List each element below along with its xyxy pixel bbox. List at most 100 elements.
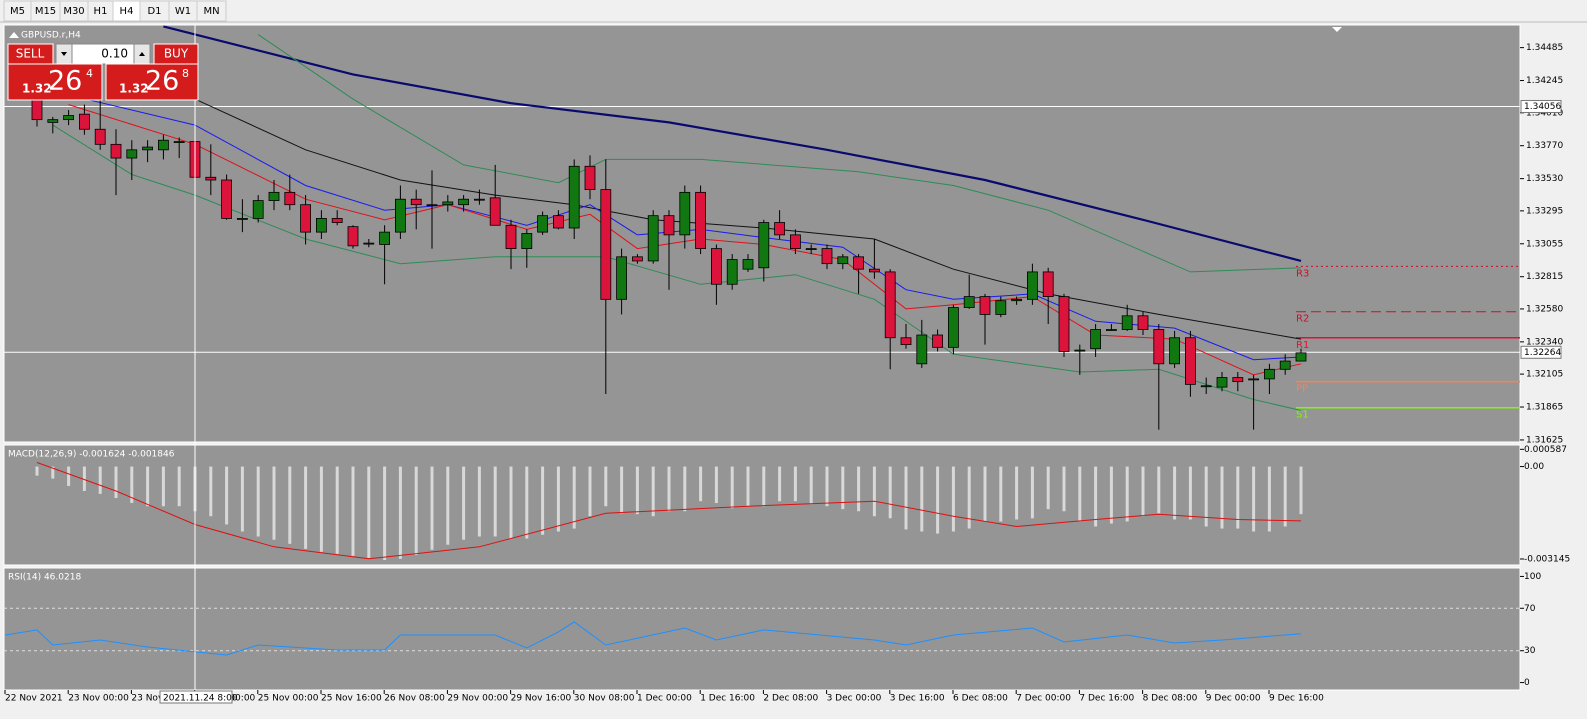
x-tick-label: 25 Nov 16:00 <box>321 694 382 704</box>
macd-bar <box>572 466 576 529</box>
macd-bar <box>872 466 876 517</box>
macd-bar <box>1078 466 1082 522</box>
candle-body <box>315 218 327 233</box>
pivot-label: S1 <box>1296 410 1309 421</box>
y-tick-label: 1.34485 <box>1526 43 1563 53</box>
pivot-label: R2 <box>1296 314 1309 325</box>
macd-bar <box>446 466 450 545</box>
candle-body <box>869 268 880 273</box>
macd-bar <box>1046 466 1050 510</box>
candle-body <box>331 218 343 223</box>
y-tick-label: 30 <box>1524 646 1536 656</box>
buy-price-big: 1.32 <box>119 82 149 96</box>
macd-bar <box>304 466 308 549</box>
x-tick-label: 1 Dec 16:00 <box>700 694 755 704</box>
x-tick-label: 26 Nov 08:00 <box>384 694 445 704</box>
macd-bar <box>635 466 639 515</box>
macd-bar <box>604 466 608 507</box>
macd-signal <box>36 462 1302 560</box>
y-tick-label: 1.31625 <box>1526 435 1563 445</box>
macd-bar <box>541 466 545 535</box>
candle-body <box>774 222 785 236</box>
macd-bar <box>272 466 276 540</box>
macd-bar <box>146 466 150 507</box>
y-tick-label: 0.000587 <box>1524 445 1567 455</box>
macd-bar <box>1220 466 1224 529</box>
candle-body <box>489 197 501 226</box>
macd-bar <box>161 466 165 507</box>
candle-body <box>900 337 912 346</box>
sell-price-box[interactable] <box>7 63 103 101</box>
timeframe-button[interactable] <box>196 0 227 22</box>
x-tick-label: 8 Dec 08:00 <box>1143 694 1198 704</box>
crosshair-label: 2021.11.24 8:00 <box>163 694 238 704</box>
macd-bar <box>240 466 244 532</box>
sell-price-big: 1.32 <box>22 82 52 96</box>
buy-price-box[interactable] <box>105 63 199 101</box>
candle-body <box>142 146 154 151</box>
candle-body <box>473 198 485 201</box>
candle-body <box>236 218 248 220</box>
y-tick-label: 1.32580 <box>1526 304 1563 314</box>
x-tick-label: 25 Nov 00:00 <box>258 694 319 704</box>
macd-bar <box>1125 466 1129 522</box>
macd-bar <box>98 466 102 494</box>
candle-body <box>205 176 217 181</box>
macd-bar <box>430 466 434 550</box>
y-tick-label: 70 <box>1524 604 1536 614</box>
macd-panel <box>3 444 1521 566</box>
candle-body <box>505 224 517 249</box>
candle-body <box>284 191 296 206</box>
shift-marker <box>1332 27 1342 32</box>
x-tick-label: 23 Nov 00:00 <box>68 694 129 704</box>
macd-bar <box>762 466 766 507</box>
macd-bar <box>383 466 387 561</box>
macd-bar <box>509 466 513 539</box>
toolbar <box>0 0 1587 22</box>
candle-body <box>790 234 801 249</box>
timeframe-label: M30 <box>63 6 84 17</box>
timeframe-label: M5 <box>10 6 25 17</box>
x-tick-label: 3 Dec 00:00 <box>827 694 882 704</box>
x-tick-label: 3 Dec 16:00 <box>890 694 945 704</box>
candle-body <box>1216 377 1228 388</box>
macd-bar <box>67 466 71 486</box>
collapse-icon[interactable] <box>9 32 19 38</box>
macd-bar <box>1030 466 1034 519</box>
pivot-label: R3 <box>1296 268 1309 279</box>
price-label-box <box>1520 99 1562 113</box>
plot-layer: 1.34485 1.34245 1.34010 1.33770 1.33530 1.332… <box>4 25 1570 704</box>
macd-bar <box>983 466 987 522</box>
x-tick-label: 6 Dec 08:00 <box>953 694 1008 704</box>
timeframe-label: H1 <box>94 6 108 17</box>
candle-body <box>711 248 722 285</box>
macd-bar <box>1109 466 1113 524</box>
candle-body <box>1264 368 1275 380</box>
rsi-title: RSI(14) 46.0218 <box>8 573 81 583</box>
candle-body <box>1137 315 1149 330</box>
indicator-line <box>257 34 1302 273</box>
candle-body <box>805 248 817 250</box>
y-tick-label: -0.003145 <box>1524 554 1570 564</box>
candle-body <box>537 215 548 233</box>
macd-bar <box>746 466 750 507</box>
x-tick-label: 7 Dec 16:00 <box>1079 694 1134 704</box>
sell-label: SELL <box>16 47 45 61</box>
candle-body <box>979 296 991 315</box>
sell-price-frac: 4 <box>86 67 93 80</box>
candle-body <box>932 334 943 348</box>
macd-bar <box>1283 466 1287 527</box>
candle-body <box>679 191 691 236</box>
candle-body <box>1153 329 1165 365</box>
candle-body <box>126 149 138 159</box>
macd-bar <box>335 466 339 554</box>
candle-body <box>1232 377 1244 383</box>
macd-bar <box>730 466 734 509</box>
pivot-label: PP <box>1296 384 1308 395</box>
candle-body <box>995 300 1007 315</box>
macd-bar <box>1188 466 1192 520</box>
macd-bar <box>999 466 1003 522</box>
candle-body <box>616 256 627 300</box>
macd-bar <box>936 466 940 534</box>
y-tick-label: 100 <box>1524 572 1541 582</box>
